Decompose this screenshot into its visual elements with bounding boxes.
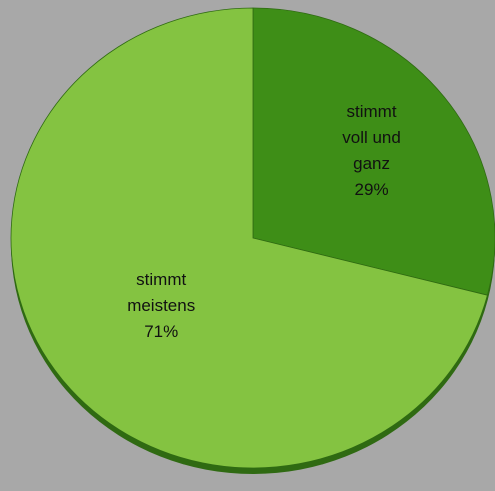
slice-label: stimmt voll und ganz 29% (317, 99, 427, 203)
percent-label: 71% (144, 321, 179, 341)
category-name: stimmt voll und ganz (342, 101, 401, 173)
category-name: stimmt meistens (127, 269, 196, 315)
slice-label: stimmt meistens 71% (106, 267, 216, 345)
pie-slice (10, 7, 488, 469)
percent-label: 29% (354, 179, 389, 199)
